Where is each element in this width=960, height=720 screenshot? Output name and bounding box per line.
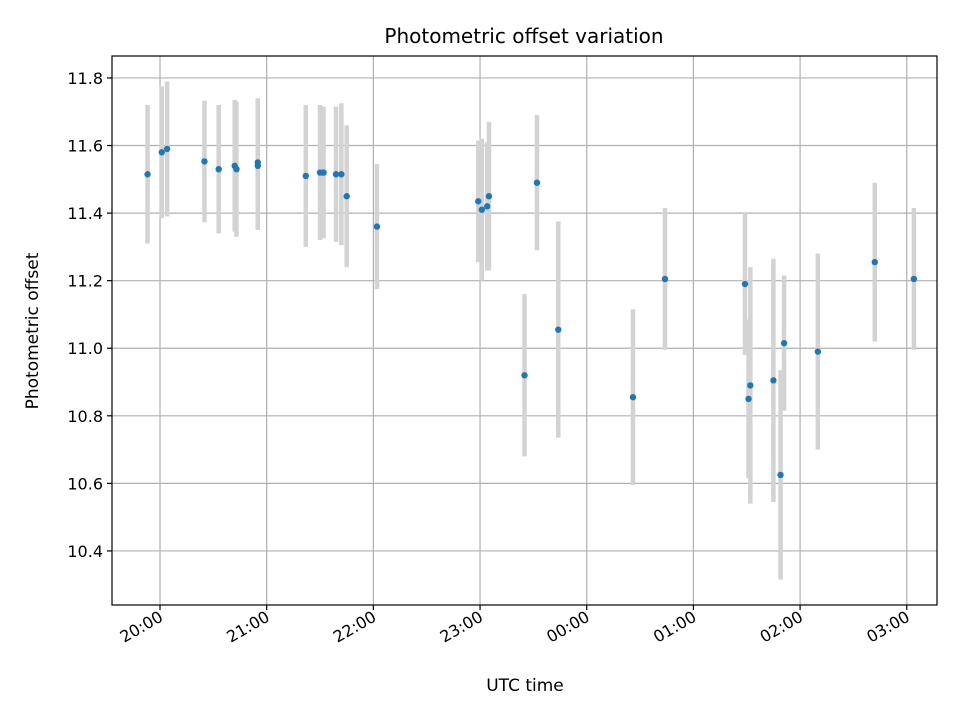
data-point [871, 258, 878, 266]
x-tick-label: 20:00 [117, 607, 166, 647]
marker-layer [144, 145, 918, 479]
y-tick-label: 10.6 [67, 474, 103, 493]
data-point [910, 275, 918, 283]
data-point [475, 198, 482, 205]
y-tick-label: 10.8 [67, 407, 103, 426]
data-point [233, 165, 240, 173]
data-point [338, 171, 345, 178]
errorbar-layer [145, 81, 917, 580]
data-point [661, 275, 669, 283]
data-point [777, 471, 784, 479]
x-tick-label: 02:00 [757, 607, 806, 647]
data-point [745, 395, 752, 403]
plot-frame [111, 55, 938, 606]
data-point [770, 377, 777, 384]
data-point [343, 193, 350, 200]
x-tick-label: 23:00 [437, 607, 486, 647]
y-axis-label: Photometric offset [23, 252, 43, 409]
y-tick-label: 11.8 [67, 69, 103, 88]
data-point [814, 348, 822, 355]
data-point [533, 179, 541, 186]
y-tick-label: 11.0 [67, 339, 103, 358]
x-tick-label: 21:00 [223, 607, 272, 647]
data-point [215, 165, 222, 173]
data-point [780, 339, 788, 347]
data-point [158, 149, 165, 156]
data-point [320, 169, 327, 176]
x-tick-label: 00:00 [543, 607, 592, 647]
data-point [163, 145, 171, 153]
x-tick-label: 03:00 [863, 607, 912, 647]
data-point [478, 206, 486, 213]
x-axis-label: UTC time [486, 676, 564, 696]
chart-title: Photometric offset variation [384, 24, 663, 48]
data-point [485, 193, 493, 200]
data-point [741, 280, 749, 288]
data-point [555, 326, 562, 333]
y-tick-label: 11.2 [67, 272, 103, 291]
data-point [302, 172, 310, 180]
data-point [332, 171, 340, 178]
x-tick-label: 01:00 [650, 607, 699, 647]
data-point [629, 394, 637, 401]
y-tick-label: 10.4 [67, 542, 103, 561]
data-point [254, 162, 261, 169]
data-point [201, 158, 208, 165]
x-tick-label: 22:00 [330, 607, 379, 647]
data-point [373, 223, 381, 230]
data-point [144, 171, 151, 178]
y-tick-label: 11.6 [67, 137, 103, 156]
y-tick-label: 11.4 [67, 204, 103, 223]
data-point [521, 372, 528, 379]
data-point [483, 203, 491, 210]
data-point [747, 382, 754, 389]
